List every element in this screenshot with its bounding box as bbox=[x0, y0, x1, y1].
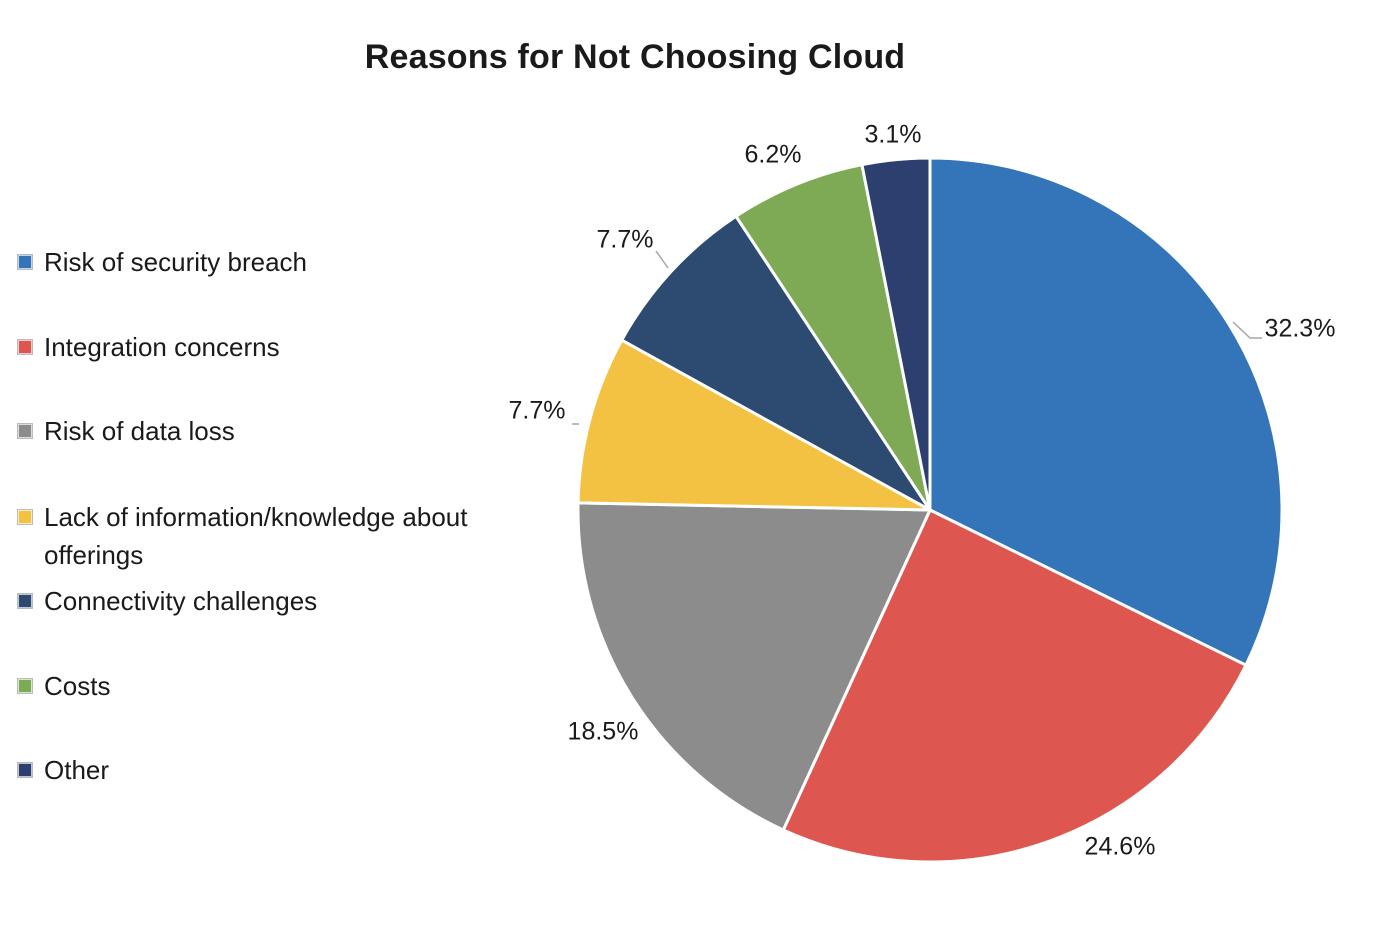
legend-label: Connectivity challenges bbox=[44, 586, 318, 616]
legend-swatch bbox=[17, 254, 33, 270]
pie-slice bbox=[781, 508, 1248, 864]
pie-slice bbox=[928, 156, 1284, 667]
legend-label: Risk of data loss bbox=[44, 416, 235, 446]
data-label: 6.2% bbox=[745, 141, 802, 169]
chart-title: Reasons for Not Choosing Cloud bbox=[364, 38, 906, 76]
data-label: 24.6% bbox=[1085, 833, 1156, 861]
leader-line bbox=[1232, 321, 1262, 339]
pie-slice bbox=[734, 163, 932, 512]
legend-swatch bbox=[17, 762, 33, 778]
legend-label: Risk of security breach bbox=[44, 247, 307, 277]
legend-swatch bbox=[17, 423, 33, 439]
data-label: 7.7% bbox=[597, 226, 654, 254]
legend-label: Integration concerns bbox=[44, 332, 280, 362]
data-label: 3.1% bbox=[865, 121, 922, 149]
pie-slice bbox=[576, 501, 932, 832]
data-label: 18.5% bbox=[568, 718, 639, 746]
legend-swatch bbox=[17, 593, 33, 609]
legend-swatch bbox=[17, 678, 33, 694]
data-label: 7.7% bbox=[509, 397, 566, 425]
data-label: 32.3% bbox=[1265, 315, 1336, 343]
pie-slice bbox=[620, 214, 932, 512]
legend-swatch bbox=[17, 339, 33, 355]
pie-slice bbox=[860, 156, 932, 512]
leader-line bbox=[655, 250, 669, 269]
legend-label: Costs bbox=[44, 671, 111, 701]
legend-swatch bbox=[17, 509, 33, 525]
legend-label: Lack of information/knowledge about offe… bbox=[44, 502, 468, 570]
pie-slice bbox=[576, 338, 932, 512]
legend-label: Other bbox=[44, 755, 110, 785]
